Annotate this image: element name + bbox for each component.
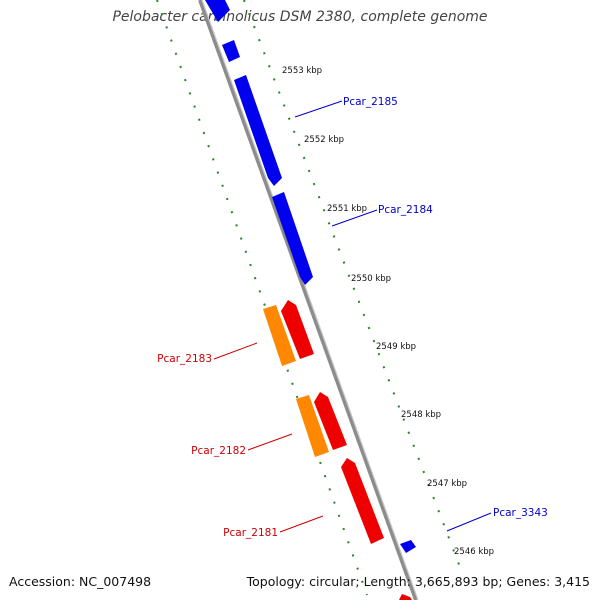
gene-label-forward[interactable]: Pcar_2185 xyxy=(343,96,398,108)
gene-label-reverse[interactable]: Pcar_2182 xyxy=(191,445,246,457)
gene-forward[interactable] xyxy=(272,192,313,285)
gene-label-reverse[interactable]: Pcar_2181 xyxy=(223,527,278,539)
gene-forward[interactable] xyxy=(400,540,416,553)
scale-label: 2546 kbp xyxy=(454,547,494,557)
gene-reverse[interactable] xyxy=(281,300,314,359)
gene-label-leader xyxy=(331,209,378,227)
gene-forward[interactable] xyxy=(222,40,240,62)
gene-reverse[interactable] xyxy=(399,594,412,600)
gene-label-leader xyxy=(446,512,492,532)
rna-gene[interactable] xyxy=(263,305,296,366)
genome-summary-text: Topology: circular; Length: 3,665,893 bp… xyxy=(246,574,590,589)
gene-forward[interactable] xyxy=(205,0,230,22)
gene-forward[interactable] xyxy=(234,75,282,186)
scale-label: 2552 kbp xyxy=(304,135,344,145)
gene-label-reverse[interactable]: Pcar_2183 xyxy=(157,353,212,365)
scale-label: 2549 kbp xyxy=(376,342,416,352)
scale-label: 2550 kbp xyxy=(351,274,391,284)
rna-gene[interactable] xyxy=(296,395,329,457)
gene-label-leader xyxy=(247,433,293,451)
accession-text: Accession: NC_007498 xyxy=(9,574,152,589)
genome-backbone xyxy=(198,0,418,600)
genome-backbone-highlight xyxy=(201,0,419,600)
scale-label: 2553 kbp xyxy=(282,66,322,76)
scale-label: 2548 kbp xyxy=(401,410,441,420)
gene-label-leader xyxy=(294,100,343,118)
gene-label-leader xyxy=(213,342,258,360)
gene-label-leader xyxy=(279,515,324,533)
gene-reverse[interactable] xyxy=(341,458,384,544)
scale-label: 2547 kbp xyxy=(427,479,467,489)
gene-label-forward[interactable]: Pcar_3343 xyxy=(493,507,548,519)
scale-label: 2551 kbp xyxy=(327,204,367,214)
gene-label-forward[interactable]: Pcar_2184 xyxy=(378,204,433,216)
gene-reverse[interactable] xyxy=(314,392,347,450)
inner-tick-track xyxy=(156,0,368,596)
